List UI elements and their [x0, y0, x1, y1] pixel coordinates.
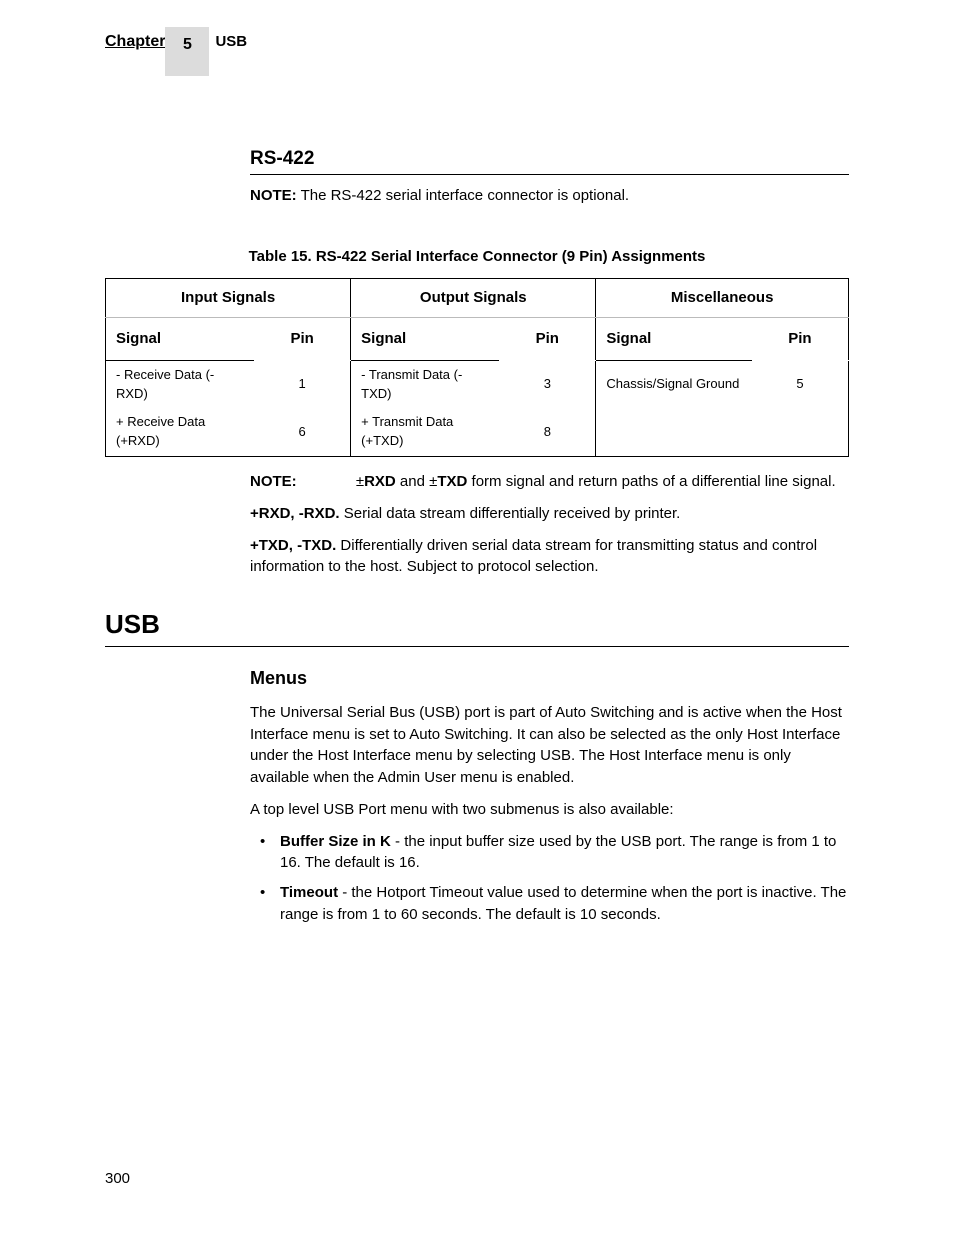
- col-group-misc: Miscellaneous: [596, 279, 849, 318]
- page-header: Chapter 5 USB: [105, 30, 849, 53]
- cell-out-sig: + Transmit Data (+TXD): [351, 408, 500, 456]
- list-item: Buffer Size in K - the input buffer size…: [250, 831, 849, 875]
- txd-label: +TXD, -TXD.: [250, 537, 336, 554]
- col-signal: Signal: [596, 317, 752, 360]
- rxd-text: Serial data stream differentially receiv…: [340, 505, 681, 522]
- col-signal: Signal: [106, 317, 255, 360]
- chapter-number-box: 5: [165, 27, 209, 76]
- bullet-label: Timeout: [280, 884, 338, 901]
- usb-p2: A top level USB Port menu with two subme…: [250, 799, 849, 821]
- cell-misc-pin: [752, 408, 849, 456]
- bullet-label: Buffer Size in K: [280, 833, 391, 850]
- col-pin: Pin: [752, 317, 849, 360]
- rs422-heading: RS-422: [250, 145, 849, 175]
- header-section: USB: [215, 31, 247, 53]
- cell-misc-sig: [596, 408, 752, 456]
- table-caption: Table 15. RS-422 Serial Interface Connec…: [105, 246, 849, 268]
- cell-out-sig: - Transmit Data (-TXD): [351, 360, 500, 408]
- table-row: Input Signals Output Signals Miscellaneo…: [106, 279, 849, 318]
- txd-text: Differentially driven serial data stream…: [250, 537, 817, 576]
- table-row: - Receive Data (-RXD) 1 - Transmit Data …: [106, 360, 849, 408]
- table-row: + Receive Data (+RXD) 6 + Transmit Data …: [106, 408, 849, 456]
- chapter-number: 5: [183, 36, 192, 53]
- col-signal: Signal: [351, 317, 500, 360]
- bullet-text: - the Hotport Timeout value used to dete…: [280, 884, 846, 923]
- usb-p1: The Universal Serial Bus (USB) port is p…: [250, 702, 849, 789]
- rxd-line: +RXD, -RXD. Serial data stream different…: [250, 503, 849, 525]
- cell-misc-sig: Chassis/Signal Ground: [596, 360, 752, 408]
- cell-in-sig: - Receive Data (-RXD): [106, 360, 255, 408]
- menus-heading: Menus: [250, 665, 849, 692]
- col-group-output: Output Signals: [351, 279, 596, 318]
- pin-table: Input Signals Output Signals Miscellaneo…: [105, 278, 849, 457]
- rxd-label: +RXD, -RXD.: [250, 505, 340, 522]
- usb-heading: USB: [105, 606, 849, 647]
- cell-in-sig: + Receive Data (+RXD): [106, 408, 255, 456]
- col-pin: Pin: [499, 317, 596, 360]
- note-text: The RS-422 serial interface connector is…: [297, 187, 629, 204]
- cell-in-pin: 6: [254, 408, 351, 456]
- col-group-input: Input Signals: [106, 279, 351, 318]
- note2: NOTE: ±RXD and ±TXD form signal and retu…: [250, 471, 849, 493]
- table-row: Signal Pin Signal Pin Signal Pin: [106, 317, 849, 360]
- cell-out-pin: 3: [499, 360, 596, 408]
- cell-misc-pin: 5: [752, 360, 849, 408]
- page-number: 300: [105, 1168, 130, 1190]
- usb-bullets: Buffer Size in K - the input buffer size…: [250, 831, 849, 926]
- list-item: Timeout - the Hotport Timeout value used…: [250, 882, 849, 926]
- rs422-note: NOTE: The RS-422 serial interface connec…: [250, 185, 849, 207]
- txd-line: +TXD, -TXD. Differentially driven serial…: [250, 535, 849, 579]
- chapter-label: Chapter: [105, 30, 165, 53]
- cell-out-pin: 8: [499, 408, 596, 456]
- note-label: NOTE:: [250, 473, 297, 490]
- cell-in-pin: 1: [254, 360, 351, 408]
- col-pin: Pin: [254, 317, 351, 360]
- note-label: NOTE:: [250, 187, 297, 204]
